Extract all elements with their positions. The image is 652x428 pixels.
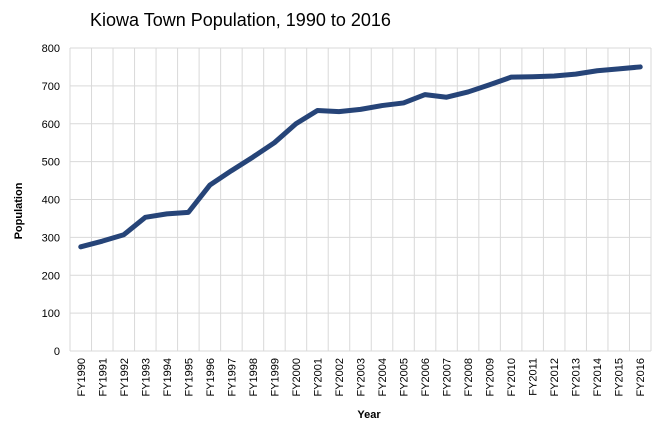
x-tick-label: FY1996 — [205, 358, 217, 397]
x-axis-title: Year — [357, 409, 381, 421]
x-tick-label: FY1998 — [248, 358, 260, 397]
x-tick-label: FY2007 — [442, 358, 454, 397]
y-axis-title: Population — [13, 182, 25, 239]
x-tick-label: FY1999 — [269, 358, 281, 397]
x-tick-label: FY2015 — [614, 358, 626, 397]
x-tick-label: FY1992 — [119, 358, 131, 397]
x-tick-label: FY2011 — [528, 358, 540, 396]
y-tick-label: 700 — [42, 81, 60, 93]
y-tick-label: 300 — [42, 232, 60, 244]
data-line — [78, 64, 643, 250]
x-tick-label: FY2009 — [485, 358, 497, 397]
x-tick-label: FY2000 — [291, 358, 303, 397]
y-tick-label: 0 — [54, 346, 60, 358]
x-tick-label: FY2006 — [420, 358, 432, 397]
x-tick-label: FY1995 — [183, 358, 195, 397]
x-tick-label: FY2012 — [549, 358, 561, 397]
chart-title: Kiowa Town Population, 1990 to 2016 — [90, 10, 391, 30]
x-tick-label: FY2014 — [592, 358, 604, 397]
x-tick-label: FY2008 — [463, 358, 475, 397]
x-tick-label: FY2005 — [399, 358, 411, 397]
y-tick-label: 400 — [42, 195, 60, 207]
y-tick-label: 500 — [42, 157, 60, 169]
x-tick-label: FY1991 — [97, 358, 109, 397]
x-tick-label: FY2013 — [571, 358, 583, 397]
y-tick-label: 600 — [42, 119, 60, 131]
x-tick-label: FY2010 — [506, 358, 518, 397]
y-tick-label: 100 — [42, 308, 60, 320]
y-tick-label: 200 — [42, 270, 60, 282]
x-tick-label: FY1990 — [76, 358, 88, 397]
x-tick-label: FY2001 — [312, 358, 324, 397]
x-tick-label: FY1994 — [162, 358, 174, 397]
x-tick-label: FY1993 — [140, 358, 152, 397]
x-tick-label: FY2002 — [334, 358, 346, 397]
x-tick-label: FY2016 — [635, 358, 647, 397]
x-tick-label: FY1997 — [226, 358, 238, 397]
x-tick-label: FY2004 — [377, 358, 389, 397]
x-tick-label: FY2003 — [356, 358, 368, 397]
y-tick-label: 800 — [42, 43, 60, 55]
